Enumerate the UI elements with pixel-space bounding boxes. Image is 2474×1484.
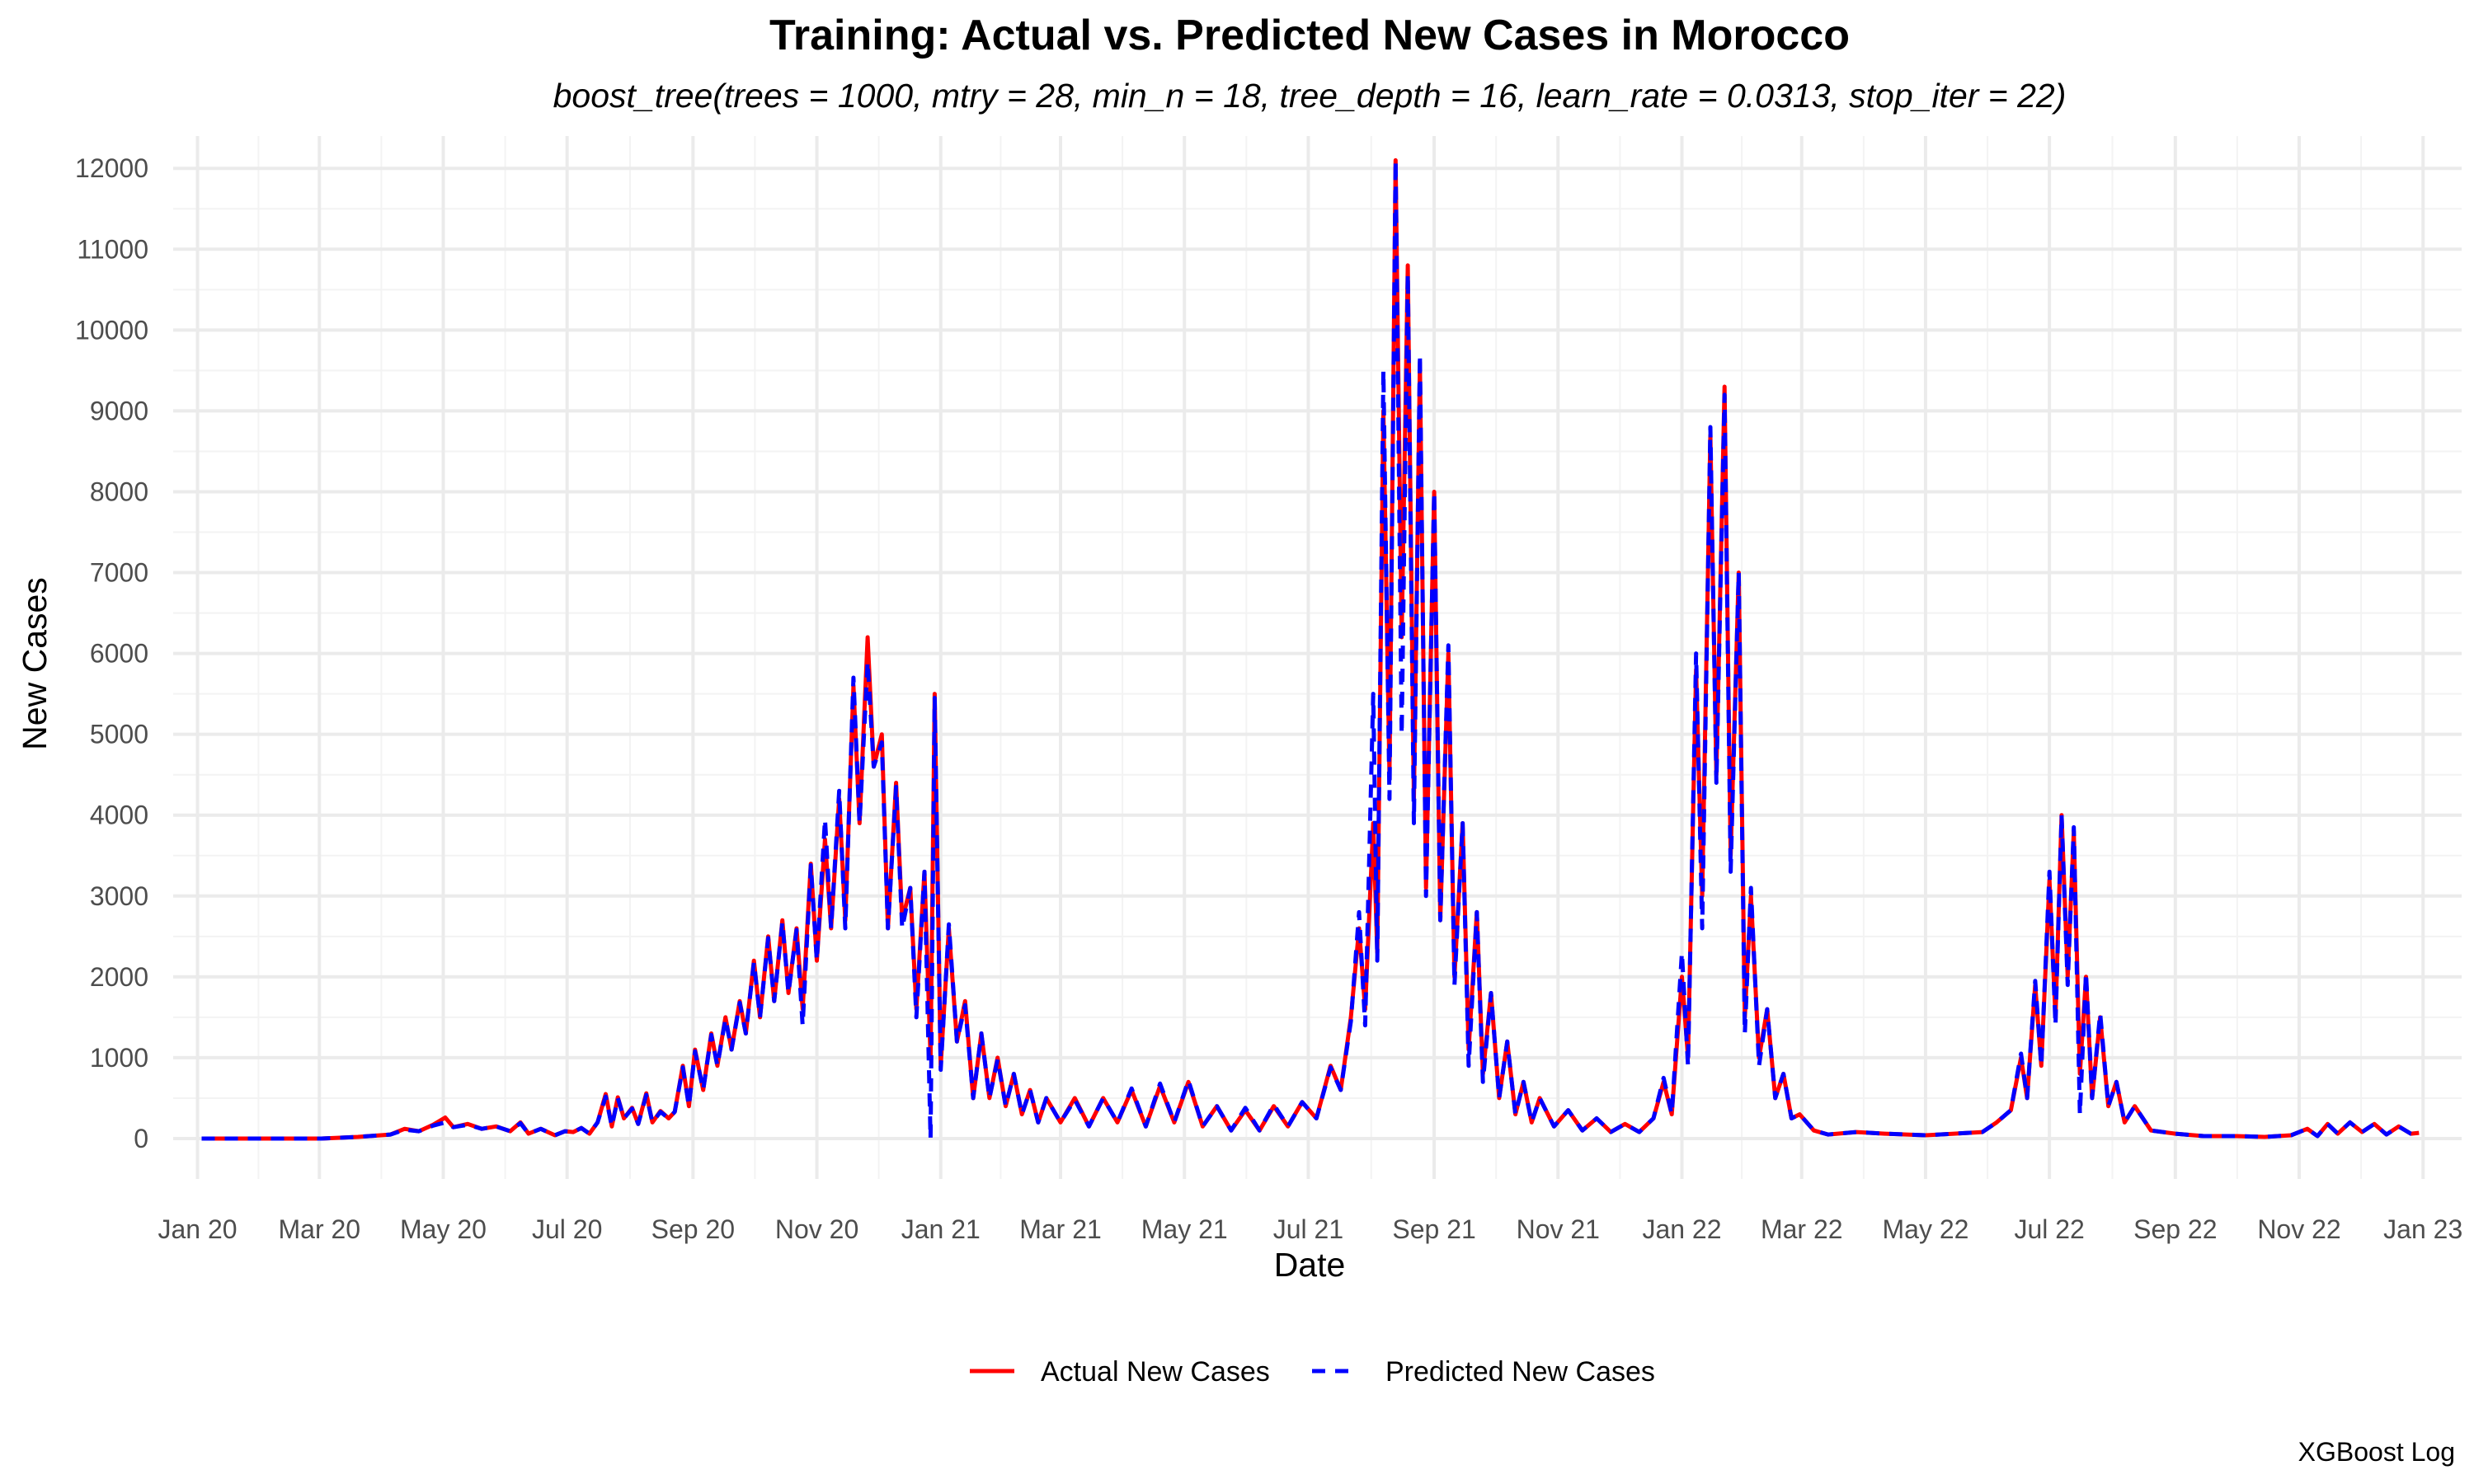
y-axis-title: New Cases (16, 577, 54, 750)
x-tick-label: May 21 (1141, 1214, 1228, 1244)
y-tick-label: 12000 (75, 153, 148, 183)
y-axis-ticks: 0 1000 2000 3000 4000 5000 6000 7000 8000 9000 100… (75, 153, 148, 1153)
legend-label-predicted: Predicted New Cases (1385, 1356, 1655, 1388)
y-tick-label: 6000 (90, 639, 148, 669)
chart-subtitle: boost_tree(trees = 1000, mtry = 28, min_… (553, 77, 2067, 115)
x-tick-label: Jan 22 (1642, 1214, 1721, 1244)
x-tick-label: Jan 20 (158, 1214, 238, 1244)
y-tick-label: 4000 (90, 801, 148, 830)
x-tick-label: Sep 21 (1392, 1214, 1475, 1244)
x-tick-label: May 22 (1882, 1214, 1968, 1244)
x-tick-label: Mar 22 (1761, 1214, 1843, 1244)
y-tick-label: 5000 (90, 720, 148, 749)
y-tick-label: 2000 (90, 962, 148, 992)
y-tick-label: 8000 (90, 477, 148, 506)
x-tick-label: Mar 21 (1019, 1214, 1102, 1244)
chart-caption: XGBoost Log (2298, 1437, 2455, 1467)
x-tick-label: Jan 23 (2383, 1214, 2462, 1244)
y-tick-label: 10000 (75, 315, 148, 345)
legend-label-actual: Actual New Cases (1041, 1356, 1270, 1388)
x-tick-label: Sep 22 (2133, 1214, 2217, 1244)
x-axis-title: Date (1274, 1246, 1346, 1284)
x-tick-label: May 20 (400, 1214, 487, 1244)
x-tick-label: Jul 21 (1273, 1214, 1343, 1244)
x-tick-label: Jan 21 (901, 1214, 981, 1244)
legend: Actual New Cases Predicted New Cases (970, 1356, 1655, 1388)
y-tick-label: 0 (134, 1124, 148, 1153)
y-tick-label: 9000 (90, 396, 148, 425)
y-tick-label: 3000 (90, 881, 148, 911)
x-tick-label: Jul 22 (2014, 1214, 2084, 1244)
series-lines (201, 157, 2420, 1141)
x-tick-label: Sep 20 (651, 1214, 735, 1244)
x-tick-label: Nov 20 (775, 1214, 858, 1244)
y-tick-label: 7000 (90, 558, 148, 588)
x-tick-label: Nov 22 (2257, 1214, 2340, 1244)
grid-lines (173, 136, 2462, 1179)
x-tick-label: Nov 21 (1517, 1214, 1600, 1244)
x-tick-label: Jul 20 (532, 1214, 602, 1244)
x-tick-label: Mar 20 (278, 1214, 360, 1244)
y-tick-label: 11000 (77, 234, 148, 264)
x-axis-ticks: Jan 20 Mar 20 May 20 Jul 20 Sep 20 Nov 20 Jan … (158, 1214, 2463, 1244)
chart-title: Training: Actual vs. Predicted New Cases… (769, 12, 1850, 59)
y-tick-label: 1000 (90, 1043, 148, 1073)
series-line-actual (201, 157, 2420, 1141)
series-line-predicted (201, 157, 2420, 1141)
